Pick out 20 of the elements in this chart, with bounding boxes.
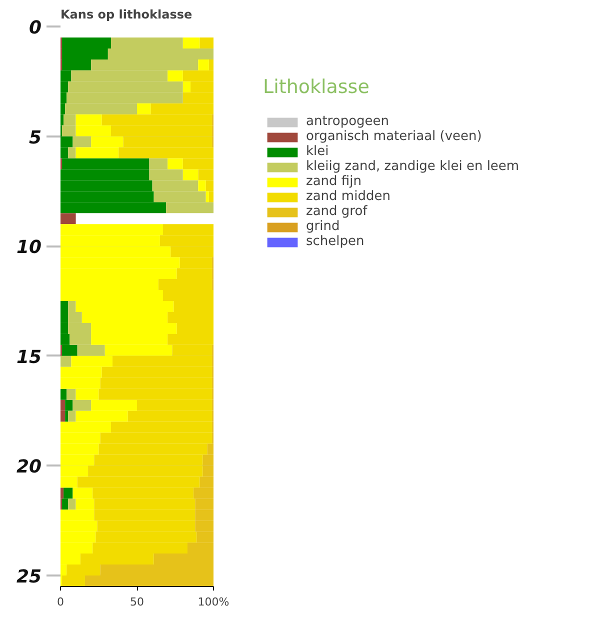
y-tick-label: 5 xyxy=(28,127,42,148)
y-tick-label: 15 xyxy=(16,346,42,368)
y-tick-label: 25 xyxy=(16,566,42,588)
legend-label: zand grof xyxy=(306,204,368,219)
legend-label: klei xyxy=(306,144,329,159)
legend-label: antropogeen xyxy=(306,114,390,129)
chart-title: Kans op lithoklasse xyxy=(60,8,192,22)
y-tick-label: 10 xyxy=(16,237,42,258)
y-tick-label: 0 xyxy=(28,18,42,38)
legend-label: kleiig zand, zandige klei en leem xyxy=(306,159,520,174)
legend-label: zand midden xyxy=(306,189,390,204)
x-tick-label: 100% xyxy=(198,596,230,608)
y-tick-label: 20 xyxy=(16,456,42,478)
x-tick-label: 0 xyxy=(57,596,64,608)
legend-title: Lithoklasse xyxy=(263,76,370,98)
legend-label: schelpen xyxy=(306,234,364,249)
legend-label: grind xyxy=(306,219,340,234)
x-tick-label: 50 xyxy=(130,596,144,608)
legend-label: zand fijn xyxy=(306,174,362,189)
legend-label: organisch materiaal (veen) xyxy=(306,129,482,144)
